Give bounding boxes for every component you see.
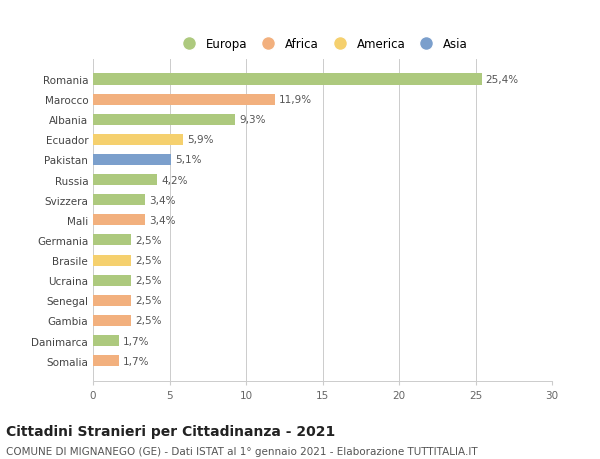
Bar — [93, 215, 145, 226]
Text: 5,9%: 5,9% — [187, 135, 214, 145]
Bar — [93, 255, 131, 266]
Text: 3,4%: 3,4% — [149, 195, 175, 205]
Bar — [93, 275, 131, 286]
Text: 25,4%: 25,4% — [485, 75, 518, 85]
Bar — [93, 74, 482, 85]
Text: 2,5%: 2,5% — [135, 235, 161, 246]
Text: 1,7%: 1,7% — [123, 356, 149, 366]
Bar — [93, 95, 275, 106]
Bar — [93, 174, 157, 186]
Text: COMUNE DI MIGNANEGO (GE) - Dati ISTAT al 1° gennaio 2021 - Elaborazione TUTTITAL: COMUNE DI MIGNANEGO (GE) - Dati ISTAT al… — [6, 446, 478, 456]
Bar — [93, 355, 119, 366]
Bar — [93, 134, 183, 146]
Text: 4,2%: 4,2% — [161, 175, 188, 185]
Bar — [93, 295, 131, 306]
Bar — [93, 235, 131, 246]
Text: 5,1%: 5,1% — [175, 155, 202, 165]
Bar — [93, 114, 235, 125]
Bar — [93, 335, 119, 346]
Text: 3,4%: 3,4% — [149, 215, 175, 225]
Text: 2,5%: 2,5% — [135, 296, 161, 306]
Text: 11,9%: 11,9% — [279, 95, 312, 105]
Legend: Europa, Africa, America, Asia: Europa, Africa, America, Asia — [173, 34, 472, 56]
Text: 9,3%: 9,3% — [239, 115, 266, 125]
Text: 1,7%: 1,7% — [123, 336, 149, 346]
Bar — [93, 195, 145, 206]
Text: 2,5%: 2,5% — [135, 316, 161, 326]
Bar — [93, 155, 171, 166]
Text: Cittadini Stranieri per Cittadinanza - 2021: Cittadini Stranieri per Cittadinanza - 2… — [6, 425, 335, 438]
Bar — [93, 315, 131, 326]
Text: 2,5%: 2,5% — [135, 275, 161, 285]
Text: 2,5%: 2,5% — [135, 256, 161, 265]
